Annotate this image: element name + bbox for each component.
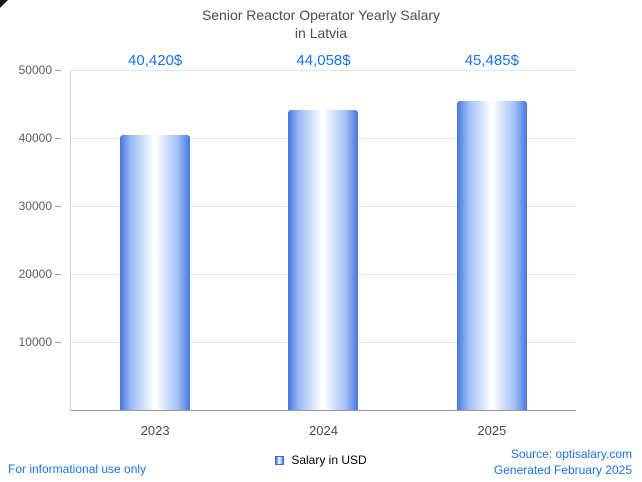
y-axis-tick-label: 50000 xyxy=(0,64,61,76)
bar-value-label: 40,420$ xyxy=(128,52,183,69)
x-axis-tick-label: 2024 xyxy=(309,423,338,438)
bar[interactable] xyxy=(120,135,191,410)
footer-attribution: Source: optisalary.com Generated Februar… xyxy=(494,446,632,478)
y-axis: 10000 20000 30000 40000 50000 xyxy=(0,64,62,410)
source-link[interactable]: Source: optisalary.com xyxy=(510,446,632,461)
y-axis-tick-label: 40000 xyxy=(0,132,61,144)
y-axis-tickmark xyxy=(55,274,61,275)
bar[interactable] xyxy=(288,110,359,410)
bar-group: 44,058$ 2024 xyxy=(239,52,407,438)
y-axis-tickmark xyxy=(55,206,61,207)
corner-artifact xyxy=(0,0,8,8)
disclaimer-text: For informational use only xyxy=(8,462,147,476)
y-axis-tick-label: 20000 xyxy=(0,268,61,280)
x-axis-tick-label: 2025 xyxy=(477,423,507,438)
y-axis-tick-label: 10000 xyxy=(0,336,61,348)
plot-area: 40,420$ 2023 44,058$ 2024 45,485$ 2025 xyxy=(70,52,576,438)
legend: Salary in USD xyxy=(0,453,642,467)
bar-group: 40,420$ 2023 xyxy=(71,52,239,438)
x-axis-tick-label: 2023 xyxy=(140,423,170,438)
y-axis-tickmark xyxy=(55,138,61,139)
bar-value-label: 45,485$ xyxy=(464,52,519,69)
bar-group: 45,485$ 2025 xyxy=(408,52,576,438)
legend-label: Salary in USD xyxy=(291,453,367,467)
bars: 40,420$ 2023 44,058$ 2024 45,485$ 2025 xyxy=(71,52,576,438)
chart-title: Senior Reactor Operator Yearly Salary in… xyxy=(0,6,642,43)
legend-swatch-icon xyxy=(275,455,285,465)
bar[interactable] xyxy=(456,100,527,410)
gridline xyxy=(71,70,576,71)
y-axis-tickmark xyxy=(55,342,61,343)
chart-title-line2: in Latvia xyxy=(294,25,348,42)
chart-title-line1: Senior Reactor Operator Yearly Salary xyxy=(201,7,441,23)
y-axis-tickmark xyxy=(55,70,61,71)
generated-date: Generated February 2025 xyxy=(493,462,632,477)
bar-value-label: 44,058$ xyxy=(296,52,351,69)
y-axis-tick-label: 30000 xyxy=(0,200,61,212)
